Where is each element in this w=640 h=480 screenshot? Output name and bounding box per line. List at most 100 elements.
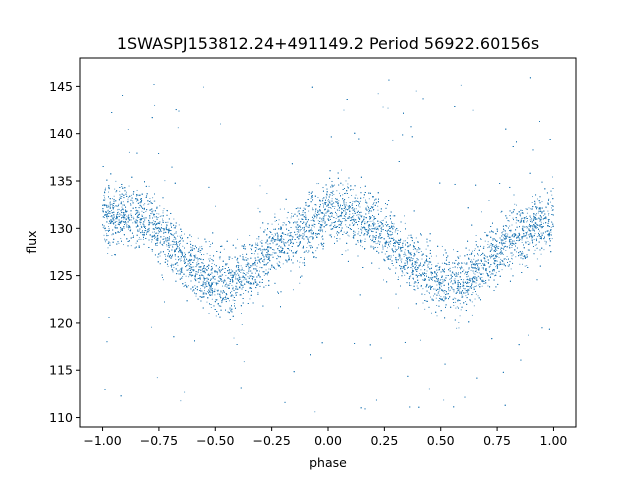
data-point bbox=[515, 256, 517, 258]
data-point bbox=[190, 268, 192, 270]
data-point bbox=[473, 258, 475, 260]
data-point bbox=[208, 241, 210, 242]
data-point bbox=[495, 244, 497, 246]
data-point bbox=[374, 223, 376, 225]
data-point bbox=[382, 106, 384, 108]
data-point bbox=[484, 240, 486, 242]
data-point bbox=[138, 230, 140, 232]
data-point bbox=[143, 204, 145, 206]
data-point bbox=[410, 252, 412, 254]
data-point bbox=[330, 207, 332, 209]
data-point bbox=[503, 248, 504, 250]
data-point bbox=[124, 217, 126, 219]
data-point bbox=[217, 282, 219, 284]
data-point bbox=[220, 279, 221, 281]
data-point bbox=[242, 253, 244, 255]
data-point bbox=[438, 294, 440, 296]
data-point bbox=[482, 263, 483, 265]
data-point bbox=[216, 299, 218, 301]
data-point bbox=[551, 210, 553, 211]
data-point bbox=[209, 254, 211, 256]
data-point bbox=[267, 274, 268, 276]
data-point bbox=[396, 249, 398, 251]
data-point bbox=[201, 247, 203, 249]
data-point bbox=[118, 242, 120, 244]
data-point bbox=[390, 231, 392, 233]
data-point bbox=[257, 259, 259, 261]
data-point bbox=[299, 261, 301, 263]
data-point bbox=[499, 261, 501, 263]
data-point bbox=[550, 231, 552, 233]
data-point bbox=[343, 204, 345, 206]
data-point bbox=[433, 295, 434, 297]
data-point bbox=[409, 253, 411, 255]
data-point bbox=[430, 296, 431, 298]
data-point bbox=[473, 272, 475, 274]
data-point bbox=[529, 242, 531, 244]
data-point bbox=[180, 271, 181, 273]
data-point bbox=[232, 295, 234, 297]
data-point bbox=[258, 238, 260, 240]
data-point bbox=[259, 227, 261, 229]
data-point bbox=[184, 252, 186, 254]
data-point bbox=[296, 250, 298, 252]
data-point bbox=[521, 217, 522, 219]
data-point bbox=[346, 220, 348, 222]
data-point bbox=[206, 253, 208, 255]
data-point bbox=[355, 208, 357, 210]
data-point bbox=[267, 254, 269, 256]
data-point bbox=[162, 210, 164, 212]
data-point bbox=[171, 244, 173, 246]
data-point bbox=[529, 208, 531, 210]
data-point bbox=[492, 244, 494, 245]
data-point bbox=[510, 268, 512, 270]
data-point bbox=[289, 249, 291, 251]
data-point bbox=[143, 233, 145, 235]
data-point bbox=[487, 244, 489, 246]
data-point bbox=[393, 254, 394, 256]
data-point bbox=[202, 292, 204, 294]
data-point bbox=[330, 203, 332, 205]
data-point bbox=[502, 253, 504, 255]
data-point bbox=[256, 248, 258, 250]
data-point bbox=[510, 241, 512, 242]
data-point bbox=[154, 237, 156, 238]
data-point bbox=[473, 305, 475, 307]
data-point bbox=[474, 298, 476, 300]
data-point bbox=[424, 278, 426, 280]
data-point bbox=[511, 224, 513, 226]
data-point bbox=[261, 251, 263, 253]
data-point bbox=[218, 256, 220, 258]
data-point bbox=[515, 234, 517, 236]
data-point bbox=[366, 222, 368, 224]
data-point bbox=[475, 261, 476, 263]
data-point bbox=[141, 218, 143, 220]
data-point bbox=[485, 255, 487, 257]
data-point bbox=[306, 220, 308, 222]
data-point bbox=[416, 251, 418, 253]
data-point bbox=[173, 267, 175, 269]
data-point bbox=[417, 249, 419, 251]
data-point bbox=[280, 235, 282, 237]
data-point bbox=[442, 279, 444, 281]
data-point bbox=[155, 239, 157, 241]
data-point bbox=[326, 211, 328, 213]
data-point bbox=[497, 247, 499, 249]
data-point bbox=[548, 214, 549, 216]
data-point bbox=[457, 282, 459, 283]
data-point bbox=[156, 213, 158, 215]
data-point bbox=[234, 303, 235, 304]
data-point bbox=[356, 214, 358, 216]
data-point bbox=[455, 307, 457, 309]
data-point bbox=[470, 269, 472, 271]
data-point bbox=[404, 265, 406, 267]
data-point bbox=[380, 233, 382, 235]
data-point bbox=[475, 285, 476, 287]
data-point bbox=[474, 248, 476, 250]
data-point bbox=[377, 242, 379, 244]
data-point bbox=[122, 201, 124, 203]
data-point bbox=[487, 285, 489, 287]
data-point bbox=[117, 232, 119, 233]
data-point bbox=[259, 270, 260, 272]
data-point bbox=[142, 218, 144, 220]
